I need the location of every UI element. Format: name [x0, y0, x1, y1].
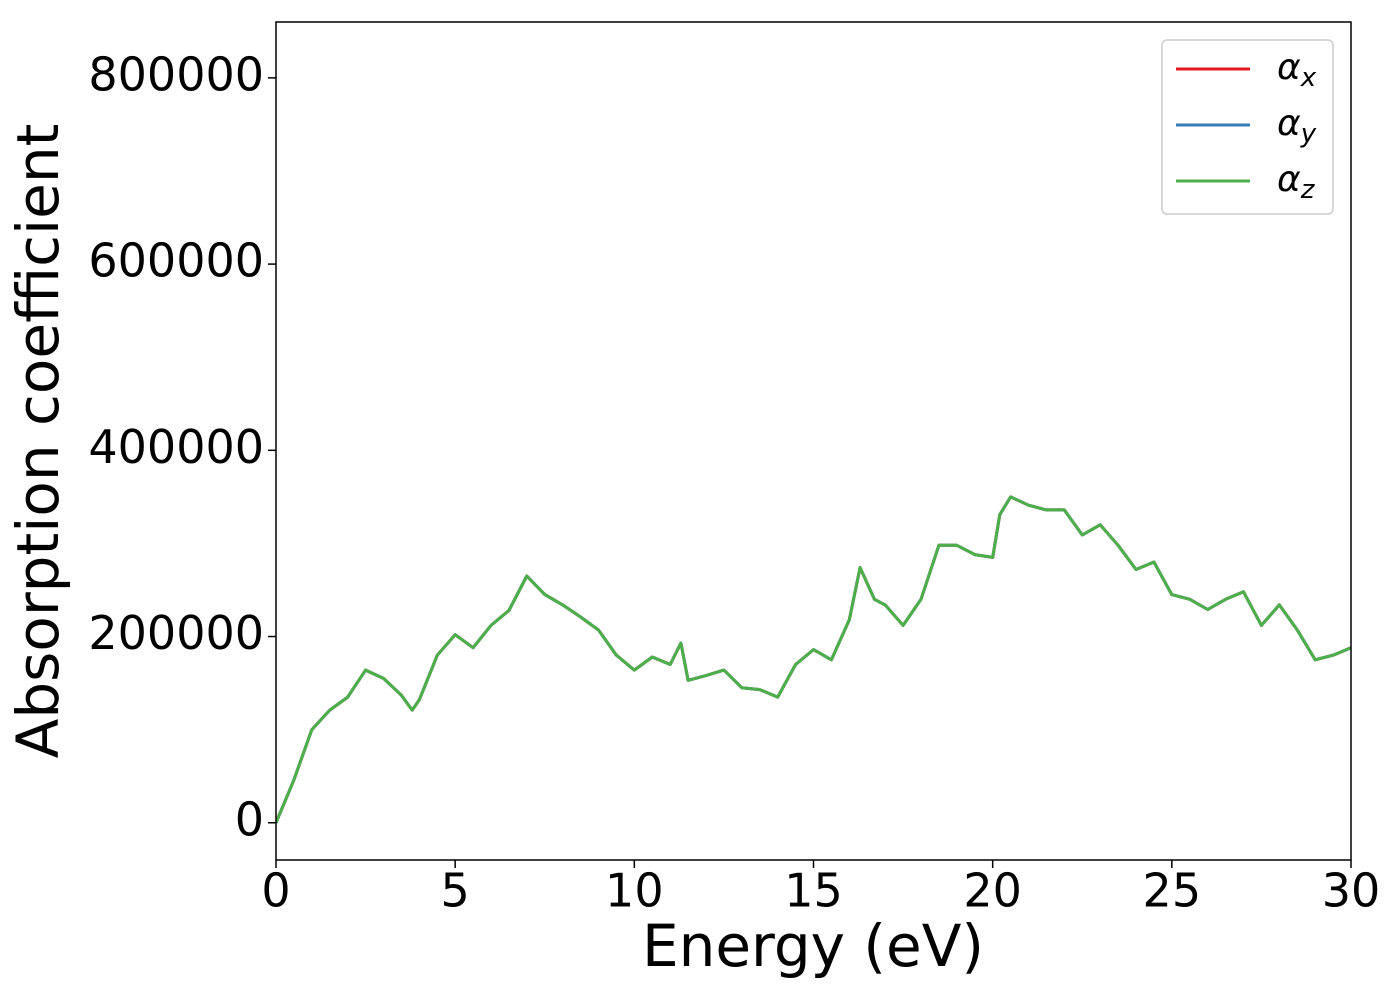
legend: αx αy αz	[1161, 39, 1334, 215]
series-line	[276, 495, 1351, 824]
series-line	[276, 495, 1351, 824]
x-tick-label: 25	[1143, 864, 1202, 918]
y-tick-label: 200000	[88, 606, 264, 660]
y-tick-label: 600000	[88, 234, 264, 288]
y-tick-label: 800000	[88, 47, 264, 101]
legend-label: αy	[1277, 103, 1317, 149]
x-tick-label: 5	[441, 864, 470, 918]
x-tick-label: 10	[605, 864, 664, 918]
legend-label: αx	[1277, 47, 1317, 93]
x-tick-label: 15	[784, 864, 843, 918]
series-line	[276, 495, 1351, 824]
legend-box	[1161, 39, 1334, 215]
x-axis-label: Energy (eV)	[642, 912, 984, 980]
x-tick-label: 20	[963, 864, 1022, 918]
y-axis-label: Absorption coefficient	[4, 124, 72, 759]
legend-label: αz	[1277, 159, 1316, 205]
x-tick-label: 30	[1322, 864, 1381, 918]
x-tick-label: 0	[261, 864, 290, 918]
y-tick-label: 400000	[88, 420, 264, 474]
y-tick-label: 0	[235, 792, 264, 846]
plot-frame	[275, 21, 1352, 861]
